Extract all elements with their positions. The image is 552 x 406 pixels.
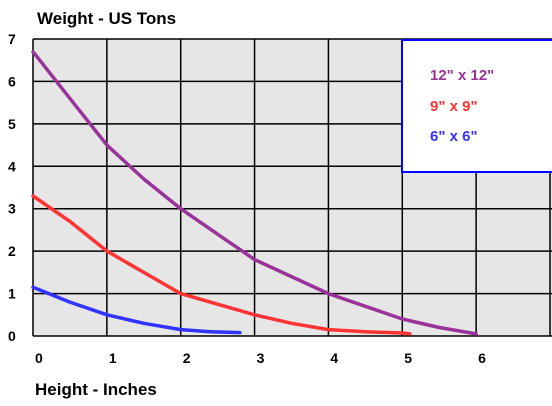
x-tick-label-1: 1: [109, 350, 117, 366]
x-tick-label-0: 0: [35, 350, 43, 366]
series-line-0: [31, 49, 478, 336]
y-tick-label-5: 5: [8, 116, 16, 132]
x-tick-label-4: 4: [330, 350, 338, 366]
y-tick-label-4: 4: [8, 158, 16, 174]
y-tick-label-6: 6: [8, 73, 16, 89]
y-axis-title: Weight - US Tons: [37, 9, 176, 28]
series-line-1: [31, 194, 412, 336]
series-line-2: [31, 285, 242, 335]
x-tick-label-2: 2: [183, 350, 191, 366]
x-tick-label-3: 3: [257, 350, 265, 366]
legend-label-6x6: 6" x 6": [430, 128, 478, 145]
y-tick-label-0: 0: [8, 328, 16, 344]
series-layer: [31, 49, 478, 336]
x-tick-label-6: 6: [478, 350, 486, 366]
x-tick-label-5: 5: [404, 350, 412, 366]
legend-label-12x12: 12" x 12": [430, 67, 494, 84]
y-tick-label-2: 2: [8, 243, 16, 259]
legend: 12" x 12" 9" x 9" 6" x 6": [401, 39, 552, 173]
legend-box: [401, 39, 552, 173]
y-tick-label-7: 7: [8, 31, 16, 47]
y-tick-label-1: 1: [8, 286, 16, 302]
y-tick-label-3: 3: [8, 201, 16, 217]
legend-label-9x9: 9" x 9": [430, 98, 478, 115]
x-axis-title: Height - Inches: [35, 380, 157, 399]
y-tick-labels: 0 1 2 3 4 5 6 7: [8, 31, 16, 344]
